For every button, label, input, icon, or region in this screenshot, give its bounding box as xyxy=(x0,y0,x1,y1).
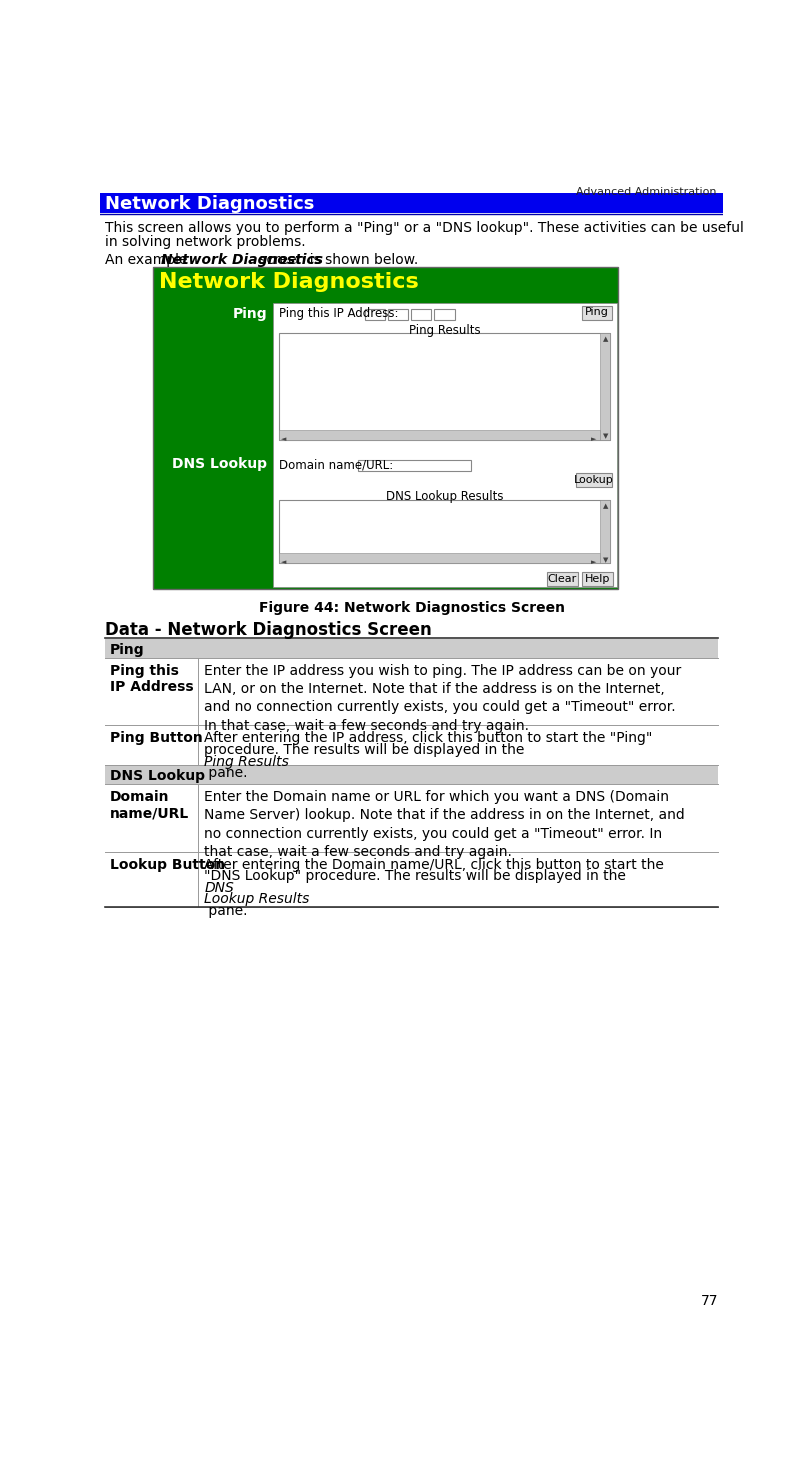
Text: Lookup: Lookup xyxy=(573,474,614,485)
Text: ◄: ◄ xyxy=(281,436,286,442)
Text: ▼: ▼ xyxy=(602,433,608,439)
Bar xyxy=(105,658,717,726)
Text: "DNS Lookup" procedure. The results will be displayed in the: "DNS Lookup" procedure. The results will… xyxy=(204,870,630,883)
Text: procedure. The results will be displayed in the: procedure. The results will be displayed… xyxy=(204,743,529,757)
Text: DNS: DNS xyxy=(204,881,233,895)
Text: pane.: pane. xyxy=(204,767,247,780)
Bar xyxy=(279,552,600,563)
Text: Lookup Button: Lookup Button xyxy=(110,858,225,871)
Bar xyxy=(358,460,470,472)
Text: ▼: ▼ xyxy=(602,557,608,563)
Text: Lookup Results: Lookup Results xyxy=(204,892,310,906)
Text: Domain name/URL:: Domain name/URL: xyxy=(279,458,393,472)
Text: DNS Lookup: DNS Lookup xyxy=(110,770,205,783)
Bar xyxy=(600,333,610,439)
Text: Ping: Ping xyxy=(585,307,609,317)
Text: Enter the IP address you wish to ping. The IP address can be on your
LAN, or on : Enter the IP address you wish to ping. T… xyxy=(204,664,681,733)
Text: Ping Results: Ping Results xyxy=(408,325,480,336)
Bar xyxy=(387,308,407,320)
Text: ◄: ◄ xyxy=(281,560,286,566)
Text: Ping: Ping xyxy=(232,307,267,322)
Text: Ping this
IP Address: Ping this IP Address xyxy=(110,664,193,693)
Text: Enter the Domain name or URL for which you want a DNS (Domain
Name Server) looku: Enter the Domain name or URL for which y… xyxy=(204,790,684,859)
Text: Data - Network Diagnostics Screen: Data - Network Diagnostics Screen xyxy=(105,621,431,639)
Bar xyxy=(581,306,611,319)
Bar xyxy=(581,571,613,586)
Text: screen is shown below.: screen is shown below. xyxy=(255,253,418,267)
Bar xyxy=(105,726,717,765)
Text: Figure 44: Network Diagnostics Screen: Figure 44: Network Diagnostics Screen xyxy=(258,601,564,616)
Text: Clear: Clear xyxy=(547,573,576,583)
Text: DNS Lookup Results: DNS Lookup Results xyxy=(386,491,503,504)
Bar xyxy=(105,852,717,906)
Bar xyxy=(153,267,618,589)
Text: Advanced Administration: Advanced Administration xyxy=(575,187,715,197)
Bar xyxy=(279,429,600,439)
Text: Network Diagnostics: Network Diagnostics xyxy=(160,253,322,267)
Bar xyxy=(576,473,611,488)
Text: An example: An example xyxy=(105,253,192,267)
Bar xyxy=(411,308,431,320)
Text: pane.: pane. xyxy=(204,903,247,918)
Bar xyxy=(105,765,717,784)
Bar xyxy=(273,303,616,588)
Text: Domain
name/URL: Domain name/URL xyxy=(110,790,188,820)
Text: Ping Button: Ping Button xyxy=(110,732,202,745)
Text: ▲: ▲ xyxy=(602,502,608,508)
Bar xyxy=(600,499,610,563)
Bar xyxy=(434,308,454,320)
Bar xyxy=(279,333,610,439)
Bar xyxy=(364,308,384,320)
Text: Help: Help xyxy=(585,573,610,583)
Bar xyxy=(100,194,722,213)
Text: Network Diagnostics: Network Diagnostics xyxy=(105,195,314,213)
Bar xyxy=(105,784,717,852)
Text: Ping this IP Address:: Ping this IP Address: xyxy=(279,307,399,320)
Text: After entering the Domain name/URL, click this button to start the: After entering the Domain name/URL, clic… xyxy=(204,858,663,871)
Text: ▲: ▲ xyxy=(602,336,608,342)
Bar xyxy=(546,571,577,586)
Text: Network Diagnostics: Network Diagnostics xyxy=(159,272,419,292)
Text: This screen allows you to perform a "Ping" or a "DNS lookup". These activities c: This screen allows you to perform a "Pin… xyxy=(105,220,743,235)
Text: in solving network problems.: in solving network problems. xyxy=(105,235,306,248)
Bar xyxy=(279,499,610,563)
Text: ►: ► xyxy=(589,560,595,566)
Text: After entering the IP address, click this button to start the "Ping": After entering the IP address, click thi… xyxy=(204,732,652,745)
Text: DNS Lookup: DNS Lookup xyxy=(172,457,267,470)
Text: ►: ► xyxy=(589,436,595,442)
Text: Ping: Ping xyxy=(110,643,144,657)
Text: 77: 77 xyxy=(699,1294,717,1309)
Text: Ping Results: Ping Results xyxy=(204,755,289,768)
Bar xyxy=(105,639,717,658)
